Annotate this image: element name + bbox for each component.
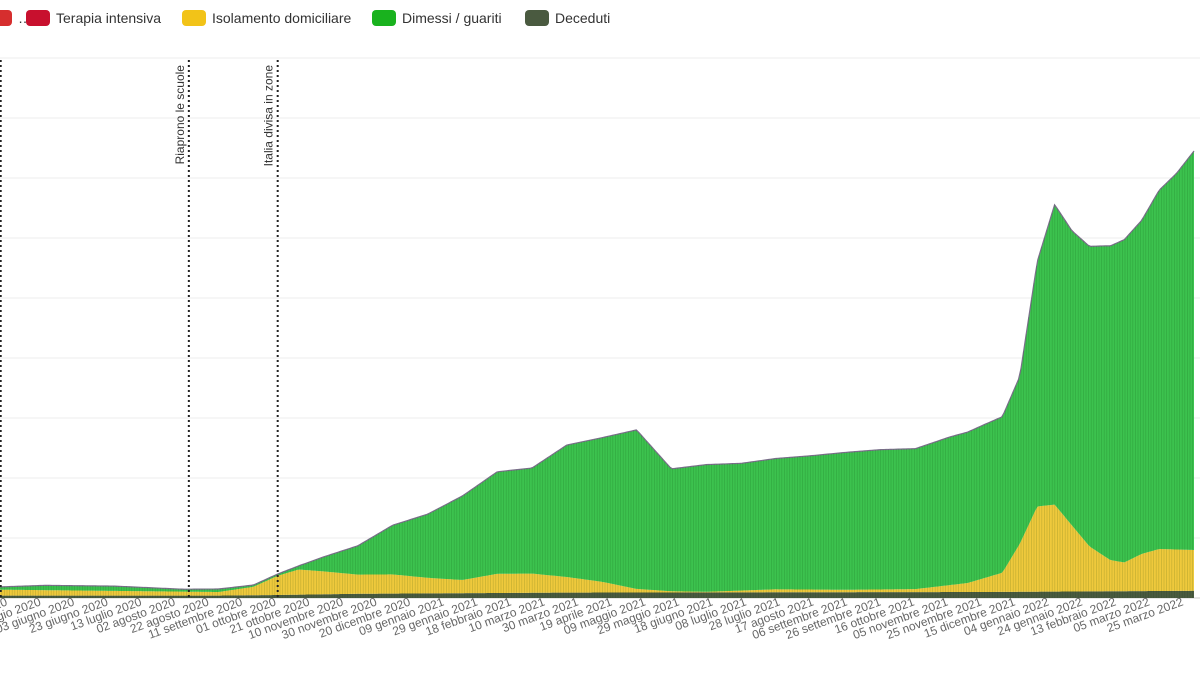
areas: [0, 150, 1195, 598]
legend-swatch-isolamento: [182, 10, 206, 26]
legend-label-isolamento: Isolamento domiciliare: [212, 10, 352, 26]
area-deceduti: [0, 590, 1194, 598]
legend-item-deceduti[interactable]: Deceduti: [525, 7, 610, 29]
area-guariti: [0, 151, 1194, 592]
legend-item-guariti[interactable]: Dimessi / guariti: [372, 7, 502, 29]
legend-swatch-guariti: [372, 10, 396, 26]
annotation-label: Riaprono le scuole: [173, 65, 187, 165]
annotation-label: Italia divisa in zone: [262, 65, 276, 167]
legend-label-terapia: Terapia intensiva: [56, 10, 162, 26]
legend-item-isolamento[interactable]: Isolamento domiciliare: [182, 7, 351, 29]
legend-label-guariti: Dimessi / guariti: [402, 10, 502, 26]
stack-top-line: [0, 150, 1195, 590]
legend-swatch-ricoverati: [0, 10, 12, 26]
legend-swatch-terapia: [26, 10, 50, 26]
bar-hatching: [1, 152, 1193, 598]
legend-swatch-deceduti: [525, 10, 549, 26]
legend-item-terapia[interactable]: Terapia intensiva: [26, 7, 161, 29]
area-isolamento: [0, 504, 1194, 596]
legend-label-deceduti: Deceduti: [555, 10, 611, 26]
x-tick-label: …20: [0, 595, 9, 617]
bar-hatch-lines: [1, 152, 1193, 598]
